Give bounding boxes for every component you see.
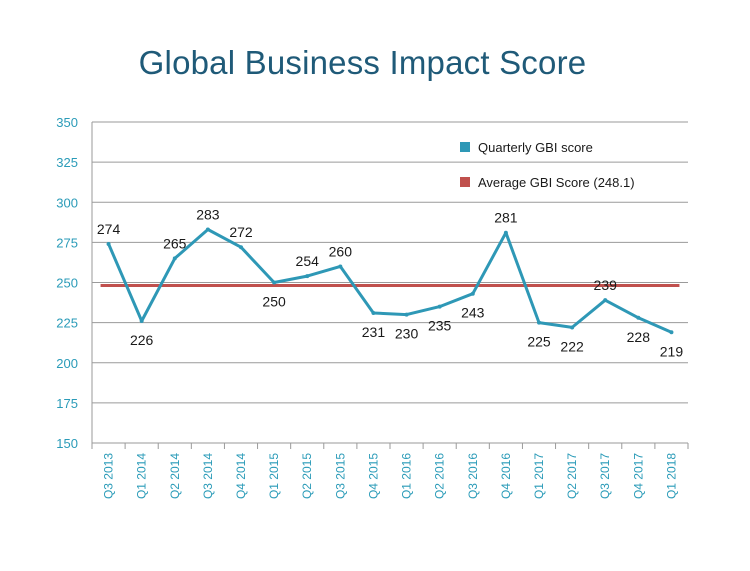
legend-swatch [460, 177, 470, 187]
x-tick-label: Q1 2014 [135, 453, 149, 499]
data-label: 254 [296, 253, 320, 269]
data-label: 281 [494, 210, 518, 226]
x-tick-label: Q4 2015 [366, 453, 380, 499]
data-label: 235 [428, 318, 452, 334]
data-point [437, 304, 442, 309]
data-label: 274 [97, 221, 121, 237]
y-tick-label: 300 [56, 195, 78, 210]
y-tick-label: 200 [56, 356, 78, 371]
x-tick-label: Q4 2014 [234, 453, 248, 499]
x-tick-label: Q3 2017 [598, 453, 612, 499]
data-label: 239 [594, 277, 618, 293]
data-label: 222 [560, 338, 584, 354]
data-point [172, 256, 177, 261]
legend-label: Quarterly GBI score [478, 140, 593, 155]
y-tick-label: 325 [56, 155, 78, 170]
y-tick-label: 175 [56, 396, 78, 411]
legend-label: Average GBI Score (248.1) [478, 175, 635, 190]
y-tick-label: 225 [56, 316, 78, 331]
data-label: 226 [130, 332, 154, 348]
x-tick-label: Q2 2017 [565, 453, 579, 499]
x-tick-label: Q1 2015 [267, 453, 281, 499]
x-tick-label: Q4 2017 [631, 453, 645, 499]
y-tick-label: 250 [56, 276, 78, 291]
data-label: 243 [461, 305, 485, 321]
y-tick-label: 150 [56, 436, 78, 451]
y-tick-label: 350 [56, 115, 78, 130]
data-point [239, 245, 243, 250]
data-point [636, 315, 641, 320]
x-tick-label: Q4 2016 [499, 453, 513, 499]
x-tick-label: Q3 2015 [333, 453, 347, 499]
data-label: 272 [229, 224, 253, 240]
data-point [570, 325, 575, 330]
data-point [470, 291, 475, 296]
chart-title: Global Business Impact Score [138, 44, 587, 81]
data-label: 265 [163, 235, 187, 251]
series-line-quarterly-gbi [107, 228, 673, 334]
data-point [669, 330, 674, 335]
x-tick-label: Q1 2017 [532, 453, 546, 499]
data-point [503, 230, 508, 235]
x-tick-label: Q2 2015 [300, 453, 314, 499]
data-point [404, 312, 409, 317]
x-tick-label: Q2 2016 [433, 453, 447, 499]
x-tick-label: Q3 2016 [466, 453, 480, 499]
x-tick-label: Q2 2014 [168, 453, 182, 499]
data-point [106, 241, 111, 246]
data-label: 250 [262, 294, 286, 310]
data-label: 283 [196, 207, 220, 223]
legend-swatch [460, 142, 470, 152]
data-label: 225 [527, 334, 551, 350]
data-label: 228 [627, 329, 651, 345]
y-tick-label: 275 [56, 235, 78, 250]
x-tick-label: Q1 2016 [400, 453, 414, 499]
data-label: 219 [660, 343, 684, 359]
data-point [205, 227, 210, 232]
x-tick-label: Q3 2014 [201, 453, 215, 499]
x-tick-label: Q3 2013 [102, 453, 116, 499]
data-label: 260 [329, 243, 353, 259]
data-point [338, 264, 343, 269]
x-tick-label: Q1 2018 [664, 453, 678, 499]
data-point [537, 320, 541, 325]
data-point [139, 319, 144, 324]
data-point [272, 280, 277, 285]
data-label: 230 [395, 326, 419, 342]
data-label: 231 [362, 324, 386, 340]
data-point [603, 298, 608, 303]
data-point [371, 310, 376, 315]
data-point [305, 274, 310, 279]
